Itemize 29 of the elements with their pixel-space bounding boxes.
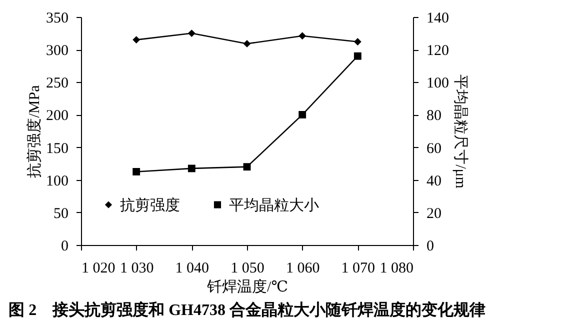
y2-tick-label: 20	[426, 206, 442, 222]
legend-label: 抗剪强度	[120, 196, 180, 214]
y2-axis-title: 平均晶粒尺寸/μm	[452, 74, 469, 189]
x-tick-label: 1 030	[120, 260, 154, 276]
x-axis-title: 钎焊温度/℃	[206, 278, 288, 296]
y-tick-label: 250	[46, 76, 68, 92]
x-tick-label: 1 040	[175, 260, 210, 276]
y2-tick-label: 80	[426, 108, 442, 124]
x-tick-label: 1 050	[230, 260, 264, 276]
y2-tick-label: 0	[426, 238, 434, 254]
y2-tick-label: 120	[426, 43, 449, 60]
y-tick-label: 0	[61, 238, 68, 254]
y2-tick-label: 40	[426, 173, 442, 190]
y2-tick-label: 140	[426, 10, 449, 26]
text: 图 2 接头抗剪强度和 GH4738 合金晶粒大小随钎焊温度的变化规律	[8, 300, 486, 319]
y-tick-label: 200	[46, 108, 68, 124]
legend-label: 平均晶粒大小	[229, 196, 319, 214]
x-tick-label: 1 020	[82, 260, 116, 276]
y-tick-label: 150	[46, 140, 68, 157]
y2-tick-label: 60	[426, 140, 442, 157]
y-tick-label: 50	[54, 206, 68, 222]
x-tick-label: 1 070	[341, 260, 376, 276]
y-tick-label: 100	[46, 173, 68, 190]
y2-tick-label: 100	[426, 76, 449, 92]
y-tick-label: 300	[46, 43, 68, 60]
x-tick-label: 1 060	[286, 260, 320, 276]
y-axis-title: 抗剪强度/MPa	[26, 84, 43, 178]
y-tick-label: 350	[46, 10, 68, 26]
x-tick-label: 1 080	[380, 260, 414, 276]
